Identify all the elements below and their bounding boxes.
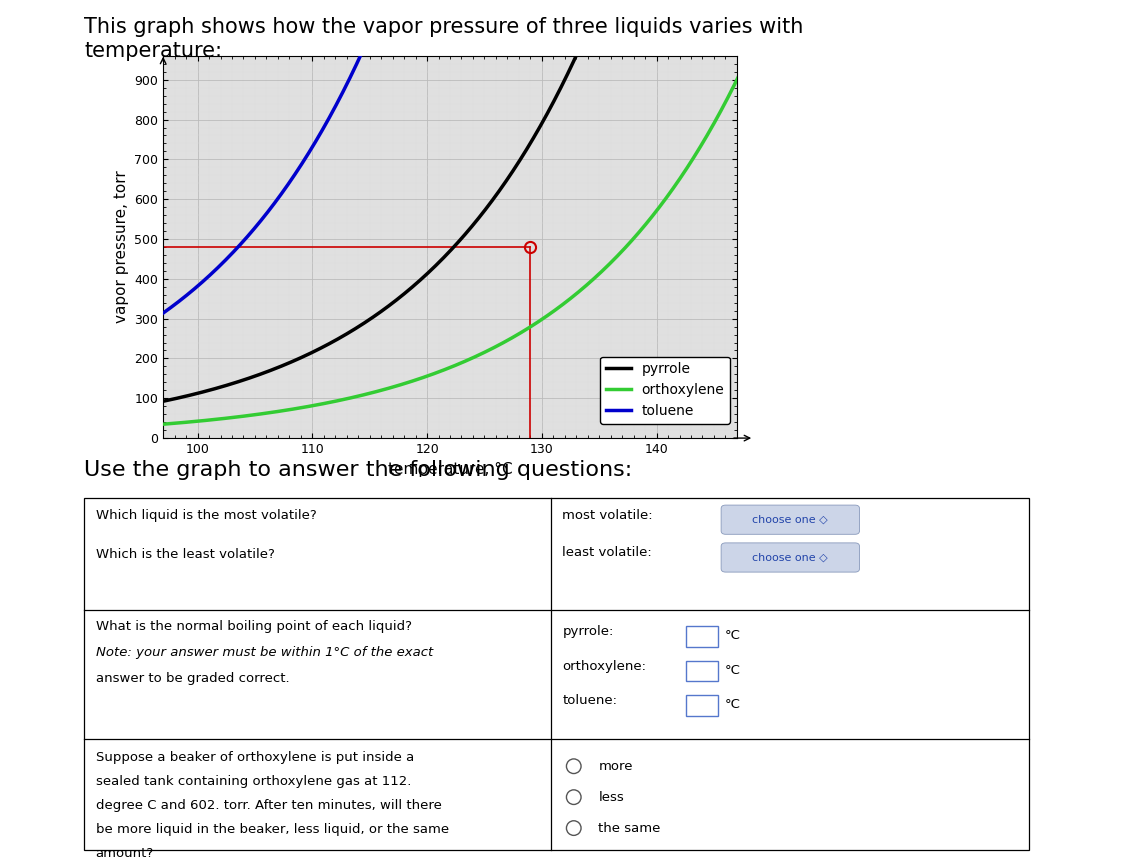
Legend: pyrrole, orthoxylene, toluene: pyrrole, orthoxylene, toluene bbox=[600, 356, 730, 423]
Text: Note: your answer must be within 1°C of the exact: Note: your answer must be within 1°C of … bbox=[96, 646, 433, 659]
Text: less: less bbox=[598, 791, 624, 804]
Text: temperature:: temperature: bbox=[84, 41, 223, 61]
Text: What is the normal boiling point of each liquid?: What is the normal boiling point of each… bbox=[96, 620, 412, 633]
Text: the same: the same bbox=[598, 822, 660, 835]
Text: °C: °C bbox=[724, 663, 740, 677]
Text: be more liquid in the beaker, less liquid, or the same: be more liquid in the beaker, less liqui… bbox=[96, 823, 449, 836]
Text: °C: °C bbox=[724, 629, 740, 643]
Text: Suppose a beaker of orthoxylene is put inside a: Suppose a beaker of orthoxylene is put i… bbox=[96, 751, 414, 764]
Text: answer to be graded correct.: answer to be graded correct. bbox=[96, 672, 289, 685]
Text: least volatile:: least volatile: bbox=[562, 546, 652, 559]
Text: degree C and 602. torr. After ten minutes, will there: degree C and 602. torr. After ten minute… bbox=[96, 799, 441, 812]
Text: This graph shows how the vapor pressure of three liquids varies with: This graph shows how the vapor pressure … bbox=[84, 17, 803, 37]
Text: Which is the least volatile?: Which is the least volatile? bbox=[96, 548, 274, 561]
Text: °C: °C bbox=[724, 698, 740, 711]
Text: amount?: amount? bbox=[96, 847, 154, 859]
X-axis label: temperature, °C: temperature, °C bbox=[388, 461, 512, 477]
Text: orthoxylene:: orthoxylene: bbox=[562, 660, 647, 673]
Text: choose one ◇: choose one ◇ bbox=[753, 515, 828, 525]
Text: Which liquid is the most volatile?: Which liquid is the most volatile? bbox=[96, 509, 316, 521]
Text: more: more bbox=[598, 760, 633, 773]
Y-axis label: vapor pressure, torr: vapor pressure, torr bbox=[114, 171, 128, 323]
Text: choose one ◇: choose one ◇ bbox=[753, 552, 828, 563]
Text: pyrrole:: pyrrole: bbox=[562, 625, 614, 638]
Text: sealed tank containing orthoxylene gas at 112.: sealed tank containing orthoxylene gas a… bbox=[96, 775, 411, 788]
Text: most volatile:: most volatile: bbox=[562, 509, 654, 521]
Text: Use the graph to answer the following questions:: Use the graph to answer the following qu… bbox=[84, 460, 632, 479]
Text: toluene:: toluene: bbox=[562, 694, 618, 707]
